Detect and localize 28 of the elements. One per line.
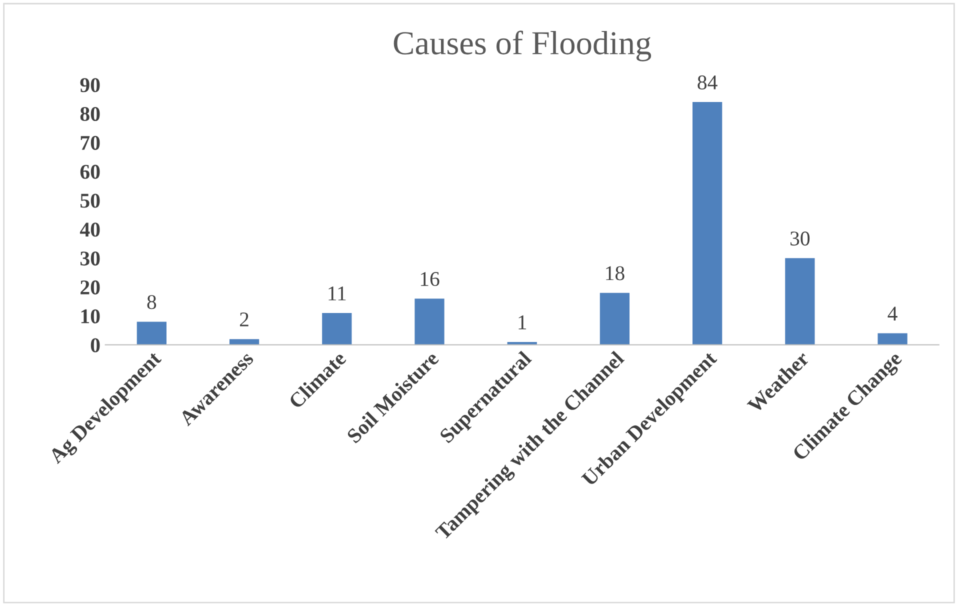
bar — [692, 102, 722, 345]
data-label: 1 — [518, 315, 526, 330]
bar — [600, 292, 630, 345]
y-tick-label: 30 — [80, 252, 100, 266]
y-tick-label: 60 — [80, 164, 100, 179]
y-tick-label: 80 — [80, 106, 100, 122]
bar — [414, 298, 444, 345]
data-label: 11 — [328, 286, 346, 300]
chart-title: Causes of Flooding — [394, 30, 652, 62]
data-label: 8 — [147, 295, 156, 310]
bar — [229, 339, 260, 345]
data-label: 30 — [790, 232, 810, 246]
data-label: 16 — [420, 272, 440, 286]
data-label: 2 — [240, 312, 248, 326]
y-tick-label: 20 — [80, 280, 100, 294]
data-label: 84 — [698, 75, 718, 90]
y-tick-label: 50 — [80, 194, 100, 208]
bar — [785, 258, 815, 345]
y-tick-label: 0 — [90, 338, 100, 352]
bar — [878, 333, 908, 345]
y-tick-label: 40 — [80, 222, 100, 237]
y-tick-label: 70 — [80, 136, 100, 150]
data-label: 4 — [888, 306, 898, 321]
y-tick-label: 10 — [81, 309, 100, 324]
bar — [136, 322, 166, 345]
bar — [322, 313, 352, 345]
y-tick-label: 90 — [80, 78, 100, 92]
data-label: 18 — [606, 266, 624, 280]
